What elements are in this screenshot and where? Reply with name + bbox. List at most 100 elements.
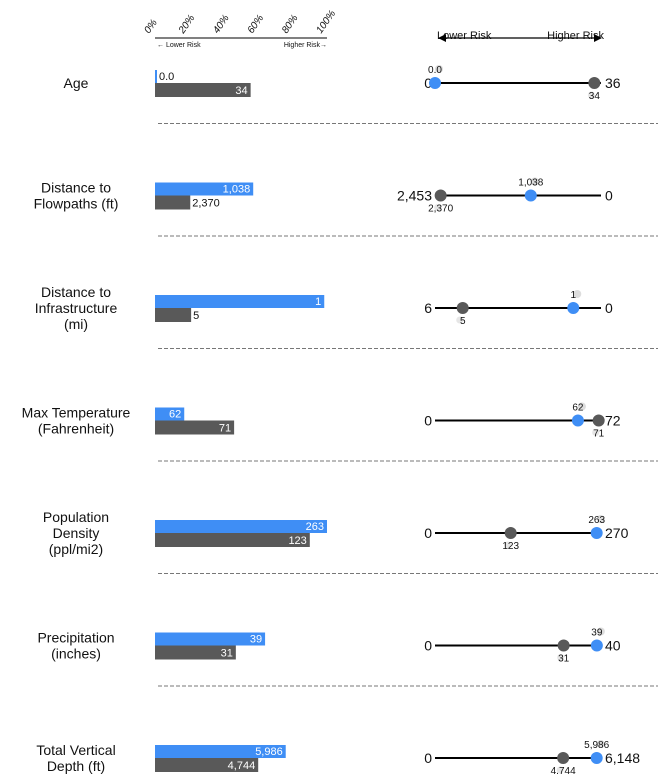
blue-bar-value-label: 1 bbox=[315, 296, 321, 308]
ghost-marker bbox=[504, 541, 512, 549]
gray-bar bbox=[155, 308, 192, 322]
range-right-end-label: 6,148 bbox=[605, 750, 640, 766]
ghost-marker bbox=[456, 316, 464, 324]
ghost-marker bbox=[596, 515, 605, 523]
range-left-end-label: 0 bbox=[424, 413, 432, 429]
ghost-marker bbox=[434, 204, 442, 211]
range-left-end-label: 0 bbox=[424, 750, 432, 766]
bar-axis-higher-risk-note: Higher Risk→ bbox=[284, 42, 327, 49]
metric-label: Distance to bbox=[41, 284, 111, 300]
blue-dot bbox=[429, 77, 441, 89]
blue-dot bbox=[567, 302, 580, 314]
blue-bar bbox=[155, 182, 254, 196]
metric-label: Flowpaths (ft) bbox=[34, 196, 119, 212]
ghost-marker bbox=[592, 429, 600, 436]
gray-bar bbox=[155, 533, 310, 547]
dot-axis-higher-risk-label: Higher Risk bbox=[547, 30, 604, 42]
range-left-end-label: 2,453 bbox=[397, 188, 432, 204]
gray-bar bbox=[155, 195, 191, 210]
metric-label: Precipitation bbox=[37, 630, 114, 646]
gray-bar bbox=[155, 420, 235, 435]
gray-bar bbox=[155, 758, 259, 772]
bar-axis-tick-label: 80% bbox=[280, 13, 301, 36]
gray-bar-value-label: 2,370 bbox=[192, 198, 220, 210]
blue-bar bbox=[155, 520, 327, 533]
blue-bar-value-label: 62 bbox=[169, 409, 181, 421]
gray-dot bbox=[504, 527, 517, 539]
metric-label: Depth (ft) bbox=[47, 758, 105, 774]
gray-dot-value-label: 2,370 bbox=[428, 204, 453, 215]
gray-dot bbox=[557, 639, 570, 652]
ghost-marker bbox=[556, 766, 564, 774]
ghost-marker bbox=[530, 177, 539, 186]
metric-label: (inches) bbox=[51, 646, 101, 662]
range-right-end-label: 40 bbox=[605, 638, 621, 654]
blue-bar bbox=[155, 407, 185, 421]
metric-label: Distance to bbox=[41, 180, 111, 196]
gray-dot bbox=[592, 414, 605, 427]
bar-axis-tick-label: 20% bbox=[176, 13, 197, 37]
gray-bar-value-label: 31 bbox=[221, 648, 233, 660]
metric-label: Age bbox=[64, 75, 89, 91]
gray-dot-value-label: 31 bbox=[558, 654, 570, 665]
bar-axis-tick-label: 60% bbox=[246, 13, 267, 36]
blue-bar-value-label: 5,986 bbox=[255, 746, 283, 758]
ghost-marker bbox=[577, 402, 586, 411]
range-left-end-label: 6 bbox=[424, 300, 432, 316]
gray-dot bbox=[434, 189, 447, 202]
blue-dot bbox=[571, 414, 584, 427]
blue-dot-value-label: 1 bbox=[570, 290, 576, 301]
bar-axis-tick-label: 100% bbox=[314, 8, 338, 35]
blue-bar bbox=[155, 70, 157, 83]
gray-bar-value-label: 71 bbox=[219, 423, 231, 435]
range-left-end-label: 0 bbox=[424, 75, 432, 91]
range-left-end-label: 0 bbox=[424, 638, 432, 654]
blue-dot bbox=[590, 527, 603, 539]
bar-axis-tick-label: 40% bbox=[211, 13, 232, 36]
metric-label: Density bbox=[53, 525, 100, 541]
blue-bar bbox=[155, 295, 325, 308]
gray-dot bbox=[588, 77, 601, 89]
left-arrow-icon bbox=[438, 34, 446, 42]
blue-dot-value-label: 5,986 bbox=[584, 740, 609, 751]
ghost-marker bbox=[557, 654, 565, 661]
metric-label: Total Vertical bbox=[36, 742, 115, 758]
gray-dot bbox=[557, 752, 570, 764]
metric-label: (Fahrenheit) bbox=[38, 421, 114, 437]
gray-bar-value-label: 4,744 bbox=[228, 760, 256, 772]
ghost-marker bbox=[587, 91, 595, 99]
ghost-marker bbox=[596, 627, 605, 636]
gray-dot bbox=[456, 302, 469, 314]
metric-label: Max Temperature bbox=[22, 405, 131, 421]
range-right-end-label: 0 bbox=[605, 188, 613, 204]
blue-dot bbox=[524, 189, 537, 202]
gray-bar-value-label: 34 bbox=[235, 85, 247, 97]
range-left-end-label: 0 bbox=[424, 525, 432, 541]
blue-bar-value-label: 1,038 bbox=[223, 184, 251, 196]
gray-dot-value-label: 71 bbox=[593, 429, 605, 440]
blue-dot-value-label: 1,038 bbox=[518, 178, 543, 189]
dot-axis-lower-risk-label: Lower Risk bbox=[437, 30, 492, 42]
gray-bar-value-label: 123 bbox=[288, 535, 306, 547]
gray-dot-value-label: 34 bbox=[589, 91, 601, 102]
ghost-marker bbox=[573, 290, 582, 298]
bar-axis-tick-label: 0% bbox=[142, 17, 159, 35]
gray-dot-value-label: 123 bbox=[502, 541, 519, 552]
blue-dot-value-label: 0.0 bbox=[428, 65, 442, 76]
metric-label: Population bbox=[43, 509, 109, 525]
gray-dot-value-label: 5 bbox=[460, 316, 466, 327]
metric-label: (ppl/mi2) bbox=[49, 541, 103, 557]
bar-axis-lower-risk-note: ← Lower Risk bbox=[157, 42, 201, 49]
blue-dot-value-label: 62 bbox=[572, 403, 584, 414]
blue-dot bbox=[590, 752, 603, 764]
blue-bar bbox=[155, 632, 266, 646]
blue-dot-value-label: 263 bbox=[588, 515, 605, 526]
ghost-marker bbox=[435, 65, 443, 73]
gray-bar bbox=[155, 645, 236, 660]
metric-label: Infrastructure bbox=[35, 300, 118, 316]
range-right-end-label: 72 bbox=[605, 413, 621, 429]
blue-bar bbox=[155, 745, 286, 758]
range-right-end-label: 0 bbox=[605, 300, 613, 316]
blue-dot-value-label: 39 bbox=[591, 628, 603, 639]
blue-bar-value-label: 0.0 bbox=[159, 71, 174, 83]
